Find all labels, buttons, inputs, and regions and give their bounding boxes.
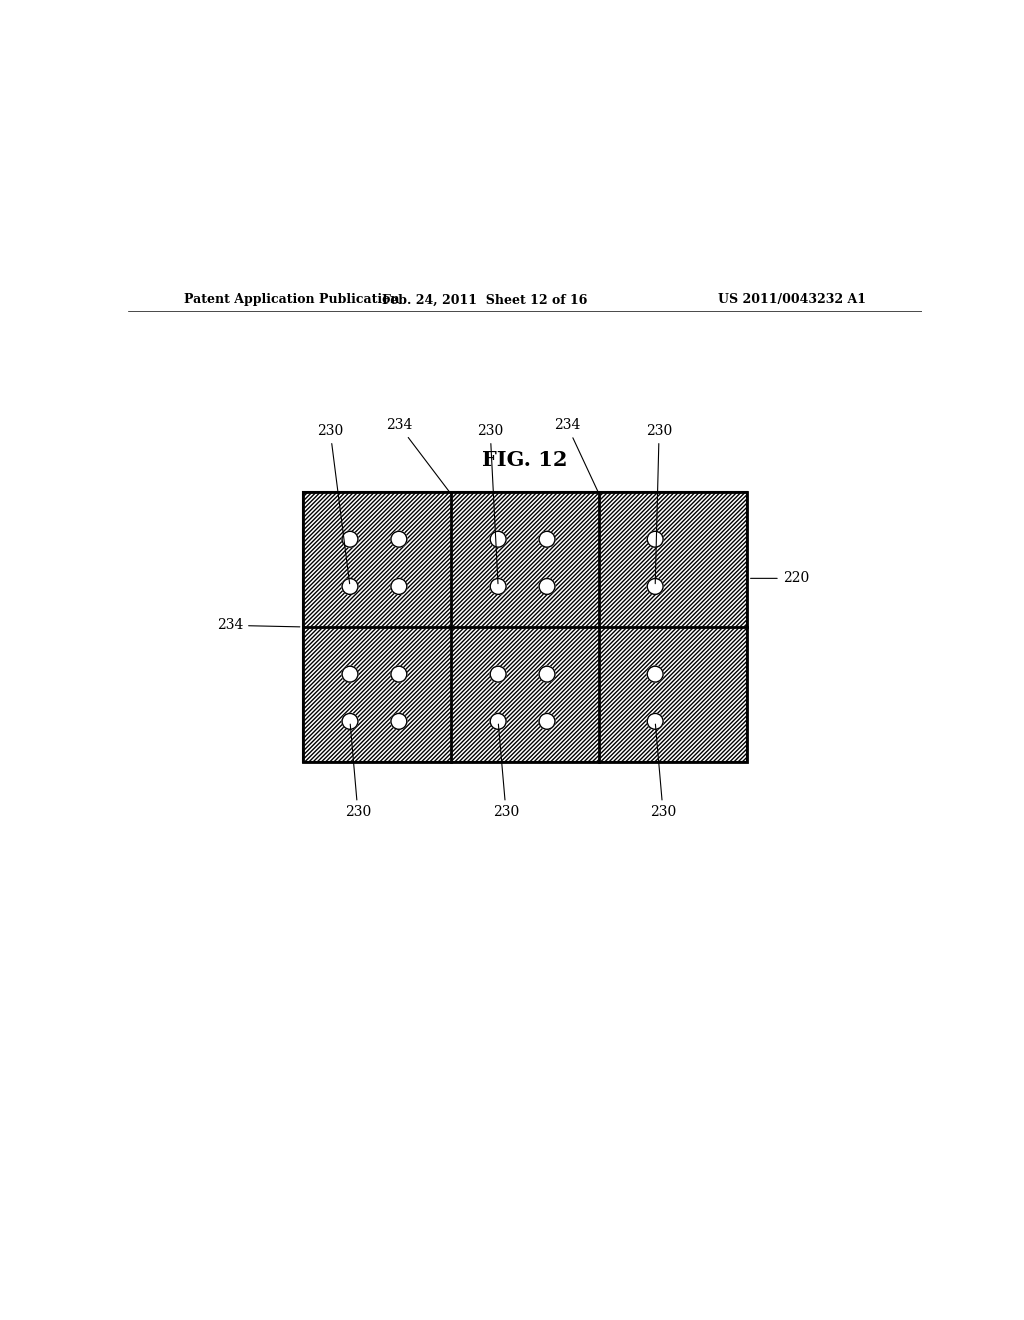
Circle shape bbox=[342, 578, 358, 594]
Circle shape bbox=[539, 667, 555, 682]
Circle shape bbox=[647, 578, 664, 594]
Text: 230: 230 bbox=[477, 424, 504, 583]
Text: 234: 234 bbox=[217, 618, 300, 632]
Circle shape bbox=[342, 713, 358, 729]
Circle shape bbox=[391, 713, 407, 729]
Bar bbox=[303, 492, 748, 762]
Text: 234: 234 bbox=[554, 418, 598, 491]
Circle shape bbox=[490, 531, 506, 548]
Text: FIG. 12: FIG. 12 bbox=[482, 450, 567, 470]
Text: 230: 230 bbox=[345, 725, 371, 820]
Text: 230: 230 bbox=[317, 424, 349, 583]
Circle shape bbox=[647, 713, 664, 729]
Text: 230: 230 bbox=[493, 725, 519, 820]
Circle shape bbox=[539, 531, 555, 548]
Circle shape bbox=[490, 713, 506, 729]
Text: 230: 230 bbox=[646, 424, 672, 583]
Bar bbox=[303, 492, 748, 762]
Text: 220: 220 bbox=[751, 572, 809, 585]
Circle shape bbox=[490, 578, 506, 594]
Circle shape bbox=[342, 667, 358, 682]
Circle shape bbox=[391, 578, 407, 594]
Text: 230: 230 bbox=[650, 725, 676, 820]
Circle shape bbox=[539, 578, 555, 594]
Circle shape bbox=[391, 531, 407, 548]
Circle shape bbox=[391, 667, 407, 682]
Text: US 2011/0043232 A1: US 2011/0043232 A1 bbox=[718, 293, 866, 306]
Circle shape bbox=[647, 531, 664, 548]
Circle shape bbox=[539, 713, 555, 729]
Text: Patent Application Publication: Patent Application Publication bbox=[183, 293, 399, 306]
Circle shape bbox=[342, 531, 358, 548]
Circle shape bbox=[647, 667, 664, 682]
Text: 234: 234 bbox=[386, 418, 450, 491]
Circle shape bbox=[490, 667, 506, 682]
Text: Feb. 24, 2011  Sheet 12 of 16: Feb. 24, 2011 Sheet 12 of 16 bbox=[382, 293, 588, 306]
